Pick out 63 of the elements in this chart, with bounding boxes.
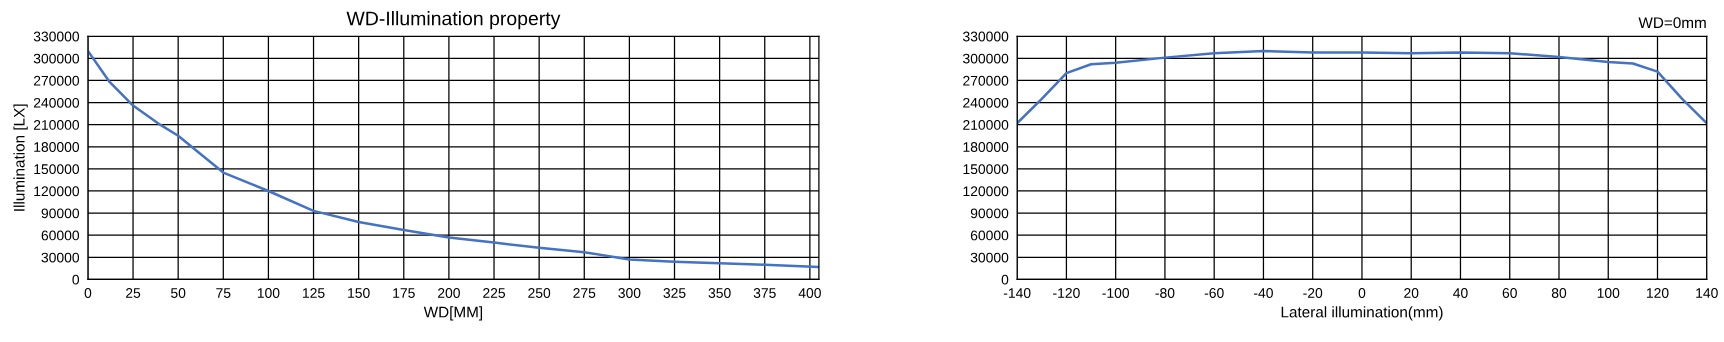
y-tick-label: 30000 [41,252,80,263]
x-tick-label: 60 [1502,288,1517,298]
x-tick-label: 400 [798,288,821,298]
y-tick-label: 90000 [41,208,80,219]
y-tick-label: 150000 [963,164,1009,175]
x-tick-label: 375 [753,288,776,298]
y-tick-label: 300000 [33,53,80,64]
x-tick-label: 0 [84,288,92,298]
x-tick-label: 20 [1404,288,1419,298]
x-tick-label: 175 [393,288,415,298]
y-tick-label: 150000 [34,164,80,175]
y-tick-label: 270000 [33,75,80,86]
x-tick-label: 350 [708,288,731,298]
y-tick-label: 60000 [970,230,1009,241]
x-tick-label: 100 [257,288,280,298]
x-tick-label: -60 [1204,288,1224,298]
y-tick-label: 60000 [41,230,80,241]
y-tick-label: 120000 [963,186,1009,197]
x-tick-label: 120 [1646,288,1669,298]
y-tick-label: 210000 [33,120,80,130]
y-tick-label: 270000 [963,75,1009,86]
x-tick-label: -80 [1155,288,1175,298]
x-tick-label: 125 [303,288,325,298]
x-tick-label: 140 [1696,288,1718,298]
x-tick-label: -20 [1303,288,1323,298]
x-tick-label: 40 [1453,288,1468,298]
y-tick-label: 90000 [970,208,1009,219]
y-tick-label: 180000 [963,142,1009,152]
chart-title: WD-Illumination property [346,11,561,30]
y-tick-label: 300000 [963,53,1009,64]
y-tick-label: 330000 [33,31,80,42]
y-tick-label: 240000 [963,97,1009,108]
x-axis-title: Lateral illumination(mm) [1281,306,1443,321]
y-tick-label: 180000 [34,142,80,152]
y-tick-label: 210000 [963,120,1009,130]
y-tick-label: 0 [72,274,80,285]
x-tick-label: 80 [1551,288,1567,298]
x-tick-label: 250 [528,288,551,298]
x-tick-label: -140 [1003,288,1031,298]
x-tick-label: 50 [171,288,186,298]
x-tick-label: -120 [1053,288,1080,298]
x-tick-label: 150 [348,288,370,298]
x-tick-label: -100 [1102,288,1130,298]
y-tick-label: 240000 [33,97,80,108]
x-tick-label: 225 [483,288,506,298]
x-tick-label: 100 [1597,288,1620,298]
line-series [87,49,819,269]
x-tick-label: 300 [618,288,641,298]
y-tick-label: 120000 [34,186,80,197]
x-axis-title: WD[MM] [423,306,483,321]
x-tick-label: 200 [438,288,460,298]
y-tick-label: 30000 [970,252,1009,263]
chart-subtitle: WD=0mm [1638,17,1706,29]
y-tick-label: 330000 [963,31,1009,42]
y-tick-label: 0 [1001,274,1009,285]
x-tick-label: 25 [126,288,141,298]
x-tick-label: 0 [1358,288,1366,298]
y-axis-title: Illumination [LX] [13,104,28,211]
line-series [1017,49,1707,125]
x-tick-label: 275 [573,288,596,298]
x-tick-label: 75 [216,288,231,298]
x-tick-label: -40 [1254,288,1273,298]
x-tick-label: 325 [663,288,686,298]
